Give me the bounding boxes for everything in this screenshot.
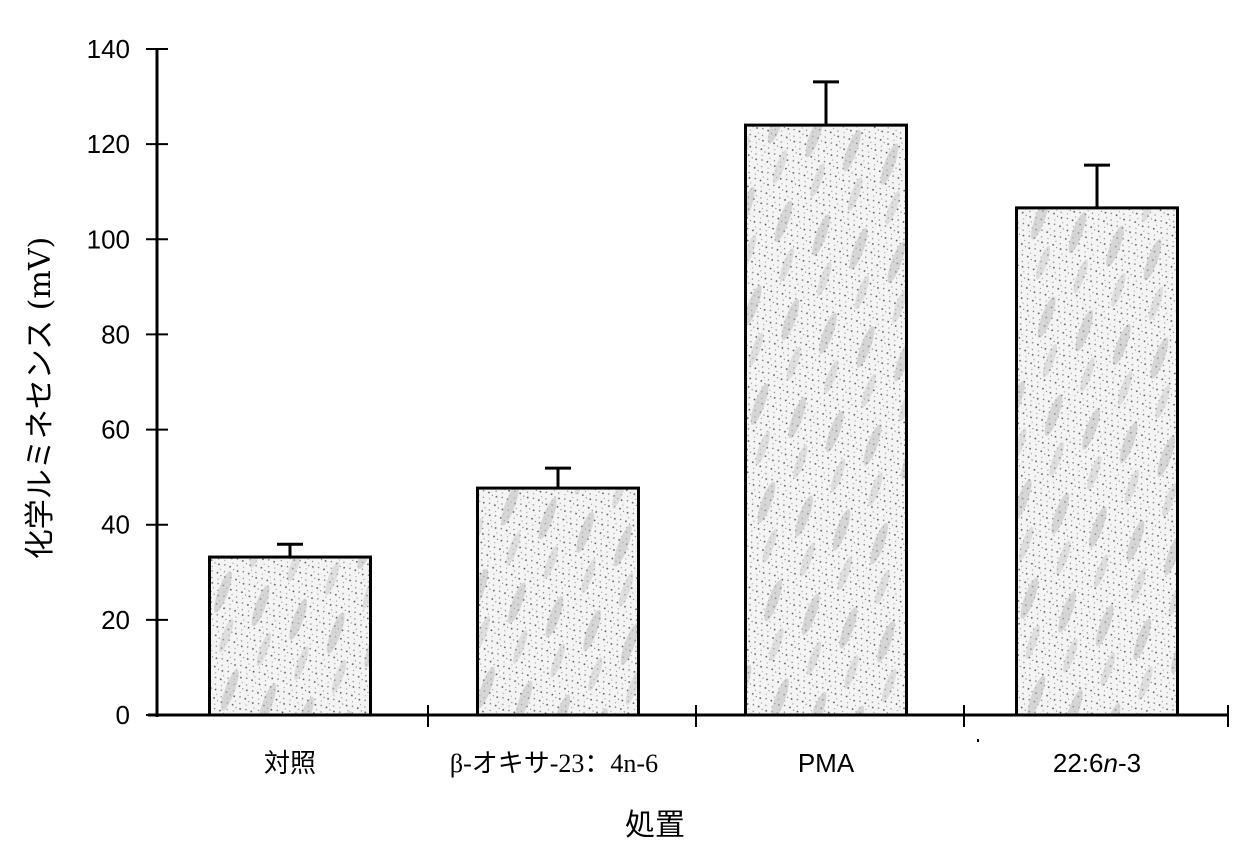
y-tick-label: 60 <box>101 415 130 445</box>
y-tick-label: 100 <box>87 224 130 254</box>
error-bars-group <box>277 82 1110 557</box>
x-tick-labels-group: 対照 β-オキサ-23：4n-6 PMA 22:6n-3 <box>264 748 1141 778</box>
x-tick-label: β-オキサ-23：4n-6 <box>450 749 658 778</box>
x-tick-label: 22:6n-3 <box>1053 748 1141 778</box>
bar <box>746 125 907 715</box>
bars-group <box>210 125 1178 715</box>
x-tick-label: 対照 <box>264 749 316 778</box>
bar <box>1017 208 1178 715</box>
y-tick-label: 0 <box>116 700 130 730</box>
bar <box>478 488 639 715</box>
x-axis-title: 処置 <box>625 808 685 843</box>
y-axis-title: 化学ルミネセンス (mV) <box>23 237 58 559</box>
y-tick-label: 20 <box>101 605 130 635</box>
x-tick-label: PMA <box>798 748 855 778</box>
stray-dot <box>977 739 979 742</box>
y-tick-label: 80 <box>101 319 130 349</box>
bar <box>210 557 371 715</box>
y-tick-label: 140 <box>87 34 130 64</box>
y-tick-label: 120 <box>87 129 130 159</box>
y-tick-label: 40 <box>101 510 130 540</box>
bar-chart: 0 20 40 60 80 100 120 140 対照 β-オキサ-23：4n-6 PMA 22:… <box>0 0 1260 866</box>
